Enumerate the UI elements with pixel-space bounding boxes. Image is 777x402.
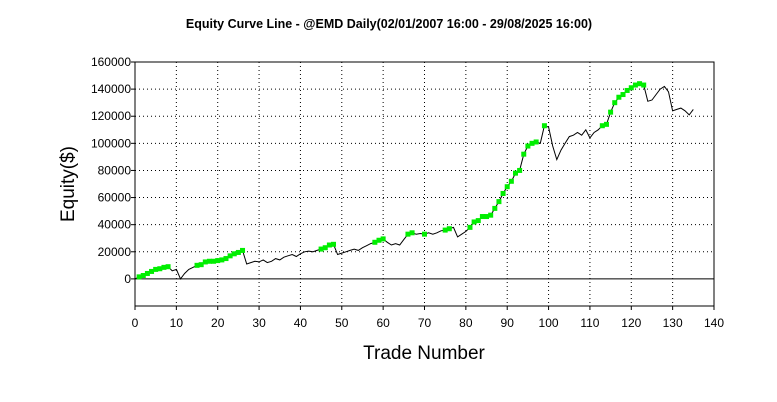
data-point-marker: [496, 199, 502, 205]
data-point-marker: [326, 242, 332, 248]
y-axis: 0 20000 40000 60000 80000 100000 120000 140000 1…: [91, 55, 135, 286]
data-point-marker: [612, 100, 618, 106]
data-point-marker: [467, 224, 473, 230]
x-tick-label: 140: [704, 316, 724, 330]
highlight-markers: [136, 81, 647, 280]
x-tick-label: 120: [621, 316, 641, 330]
data-point-marker: [628, 85, 634, 91]
x-tick-label: 70: [418, 316, 432, 330]
data-point-marker: [372, 239, 378, 245]
data-point-marker: [322, 245, 328, 251]
y-axis-label: Equity($): [58, 146, 79, 222]
data-point-marker: [227, 253, 233, 259]
data-point-marker: [533, 139, 539, 145]
data-point-marker: [235, 249, 241, 255]
data-point-marker: [603, 121, 609, 127]
data-point-marker: [525, 143, 531, 149]
data-point-marker: [380, 236, 386, 242]
chart-title: Equity Curve Line - @EMD Daily(02/01/200…: [186, 17, 592, 31]
data-point-marker: [211, 258, 217, 264]
data-point-marker: [517, 167, 523, 173]
x-tick-label: 0: [132, 316, 139, 330]
x-tick-label: 110: [580, 316, 599, 330]
data-point-marker: [136, 274, 142, 280]
y-tick-label: 40000: [98, 218, 132, 232]
data-point-marker: [331, 241, 337, 247]
data-point-marker: [376, 237, 382, 243]
y-tick-label: 140000: [91, 82, 131, 96]
y-tick-label: 20000: [98, 245, 132, 259]
x-tick-label: 50: [335, 316, 349, 330]
x-axis: 0 10 20 30 40 50 60 70 80 90 100 110 120 130 140: [132, 306, 724, 330]
data-point-marker: [484, 214, 490, 220]
data-point-marker: [500, 190, 506, 196]
x-tick-label: 130: [663, 316, 683, 330]
data-point-marker: [541, 123, 547, 129]
x-axis-label: Trade Number: [363, 343, 485, 364]
data-point-marker: [479, 214, 485, 220]
data-point-marker: [475, 218, 481, 224]
data-point-marker: [632, 82, 638, 88]
y-tick-label: 60000: [98, 191, 132, 205]
data-point-marker: [488, 212, 494, 218]
data-point-marker: [620, 92, 626, 98]
grid: [135, 61, 714, 306]
data-point-marker: [161, 264, 167, 270]
data-point-marker: [409, 230, 415, 236]
data-point-marker: [149, 268, 155, 274]
data-point-marker: [202, 259, 208, 265]
data-point-marker: [198, 262, 204, 268]
data-point-marker: [492, 205, 498, 211]
data-point-marker: [165, 264, 171, 270]
data-point-marker: [206, 258, 212, 264]
y-tick-label: 120000: [91, 109, 131, 123]
data-point-marker: [521, 151, 527, 157]
data-point-marker: [144, 270, 150, 276]
x-tick-label: 60: [376, 316, 390, 330]
data-point-marker: [219, 257, 225, 263]
x-tick-label: 90: [501, 316, 515, 330]
y-tick-label: 80000: [98, 163, 132, 177]
data-point-marker: [140, 273, 146, 278]
y-tick-label: 100000: [91, 136, 131, 150]
data-point-marker: [529, 140, 535, 146]
data-point-marker: [599, 123, 605, 129]
x-tick-label: 100: [539, 316, 559, 330]
data-point-marker: [157, 266, 163, 272]
x-tick-label: 30: [252, 316, 266, 330]
data-point-marker: [608, 109, 614, 115]
data-point-marker: [512, 170, 518, 176]
data-point-marker: [405, 231, 411, 237]
x-tick-label: 10: [170, 316, 184, 330]
data-point-marker: [231, 251, 237, 257]
data-point-marker: [637, 81, 643, 87]
data-point-marker: [240, 247, 246, 253]
data-point-marker: [223, 256, 229, 262]
data-point-marker: [215, 258, 221, 264]
data-point-marker: [508, 178, 514, 184]
data-point-marker: [446, 226, 452, 232]
data-point-marker: [641, 82, 647, 88]
data-point-marker: [194, 262, 200, 268]
data-point-marker: [422, 231, 427, 237]
x-tick-label: 80: [459, 316, 473, 330]
data-point-marker: [624, 87, 630, 93]
data-point-marker: [616, 94, 622, 100]
data-point-marker: [504, 184, 510, 190]
y-tick-label: 0: [124, 272, 131, 286]
data-point-marker: [471, 219, 477, 225]
y-tick-label: 160000: [91, 55, 131, 69]
x-tick-label: 40: [294, 316, 308, 330]
data-point-marker: [442, 227, 448, 233]
data-point-marker: [153, 266, 159, 272]
data-point-marker: [318, 246, 324, 252]
x-tick-label: 20: [211, 316, 225, 330]
